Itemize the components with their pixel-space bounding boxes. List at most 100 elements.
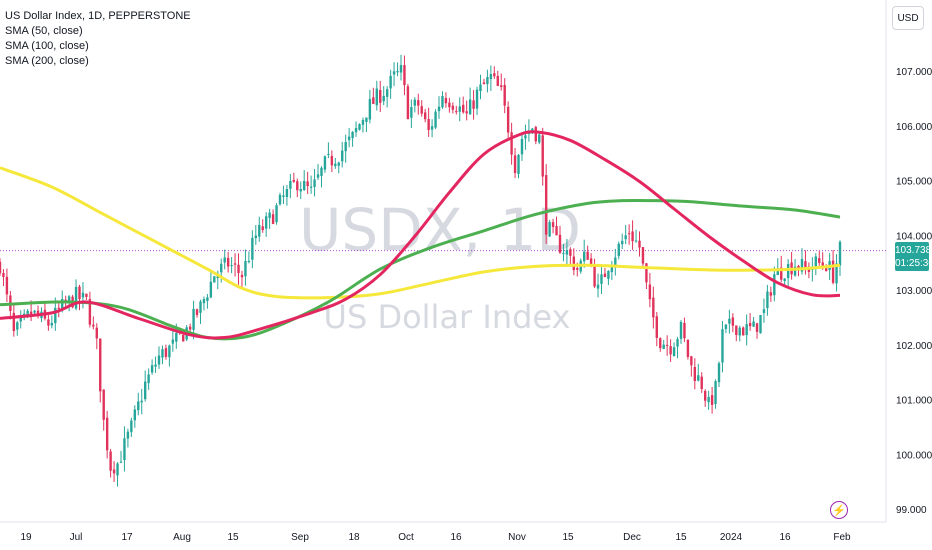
candle xyxy=(361,117,365,133)
candle xyxy=(745,314,748,346)
time-tick-label: 16 xyxy=(450,532,462,543)
candle xyxy=(396,62,399,77)
candle xyxy=(510,122,513,165)
candle xyxy=(112,461,116,483)
candle xyxy=(413,97,417,113)
candlestick-series xyxy=(0,54,842,487)
candle xyxy=(258,216,261,242)
candle xyxy=(489,65,493,91)
legend-sma-50[interactable]: SMA (50, close) xyxy=(5,25,83,37)
candle xyxy=(548,219,551,237)
candle xyxy=(99,338,102,403)
candle xyxy=(368,89,372,124)
price-axis[interactable]: 107.000 106.000 105.000 104.000 103.000 102.0… xyxy=(896,67,932,516)
candle xyxy=(143,370,147,402)
candle xyxy=(289,173,292,199)
candle xyxy=(182,333,185,342)
candle xyxy=(693,358,697,390)
price-tick-label: 103.000 xyxy=(896,286,932,297)
candle xyxy=(506,101,510,138)
candle xyxy=(472,90,475,120)
sma-50-line xyxy=(0,130,841,340)
time-tick-label: 15 xyxy=(675,532,687,543)
candle xyxy=(406,83,410,120)
candle xyxy=(627,224,631,245)
candle xyxy=(562,243,565,262)
candle xyxy=(16,320,19,336)
candle xyxy=(786,258,790,289)
candle xyxy=(347,128,351,148)
candle xyxy=(593,258,596,289)
candle xyxy=(648,273,652,308)
candle xyxy=(209,269,213,299)
price-tick-label: 107.000 xyxy=(896,67,932,78)
candle xyxy=(517,154,520,179)
candle xyxy=(465,100,468,121)
candle xyxy=(195,308,199,318)
candle xyxy=(448,97,451,113)
candle xyxy=(541,127,544,186)
candle xyxy=(437,96,441,119)
time-tick-label: Feb xyxy=(833,532,851,543)
time-axis[interactable]: 19 Jul 17 Aug 15 Sep 18 Oct 16 Nov 15 Dec 15 2024 16 Fe… xyxy=(20,532,851,543)
candle xyxy=(731,313,735,333)
candle xyxy=(748,313,752,331)
candle xyxy=(147,368,150,390)
candle xyxy=(130,417,133,438)
candle xyxy=(455,105,458,115)
candle xyxy=(621,233,624,250)
candle xyxy=(486,69,489,93)
candle xyxy=(617,241,620,260)
candle xyxy=(0,258,2,276)
candle xyxy=(427,107,430,137)
candle xyxy=(275,203,278,225)
candle xyxy=(735,325,738,342)
candle xyxy=(264,212,268,237)
candle xyxy=(631,220,634,250)
last-price-value: 103.738 xyxy=(895,245,932,256)
legend-sma-200[interactable]: SMA (200, close) xyxy=(5,55,89,67)
candle xyxy=(327,142,330,159)
candle xyxy=(634,229,638,243)
candle xyxy=(92,316,95,330)
time-tick-label: 18 xyxy=(348,532,360,543)
candle xyxy=(233,253,237,277)
candle xyxy=(818,251,821,266)
candle xyxy=(759,314,762,334)
candle xyxy=(482,78,486,85)
candle xyxy=(237,253,240,285)
candle xyxy=(769,286,773,302)
legend-title[interactable]: US Dollar Index, 1D, PEPPERSTONE xyxy=(5,10,191,22)
candle xyxy=(306,171,309,195)
time-tick-label: 15 xyxy=(562,532,574,543)
candle xyxy=(569,247,572,267)
candle xyxy=(710,386,714,414)
candle xyxy=(679,320,683,344)
candle xyxy=(762,298,766,323)
candle xyxy=(655,311,658,347)
lightning-icon[interactable]: ⚡ xyxy=(830,501,848,519)
candle xyxy=(365,117,368,132)
candle xyxy=(334,157,337,169)
legend-sma-100[interactable]: SMA (100, close) xyxy=(5,40,89,52)
candle xyxy=(285,185,289,206)
candle xyxy=(717,361,721,388)
candle xyxy=(614,248,617,276)
time-tick-label: Aug xyxy=(173,532,191,543)
time-tick-label: Jul xyxy=(70,532,83,543)
candle xyxy=(109,448,112,478)
candle xyxy=(372,87,375,105)
candle xyxy=(676,336,679,359)
candle xyxy=(503,78,506,114)
candle xyxy=(479,74,482,100)
last-price-label: 103.738 01:25:30 xyxy=(895,242,932,271)
currency-button[interactable]: USD xyxy=(892,6,924,30)
candle xyxy=(344,134,347,163)
candle xyxy=(19,310,22,329)
price-tick-label: 99.000 xyxy=(896,505,927,516)
candle xyxy=(168,344,171,367)
price-tick-label: 102.000 xyxy=(896,341,932,352)
candle xyxy=(707,390,710,410)
candle xyxy=(683,317,686,342)
